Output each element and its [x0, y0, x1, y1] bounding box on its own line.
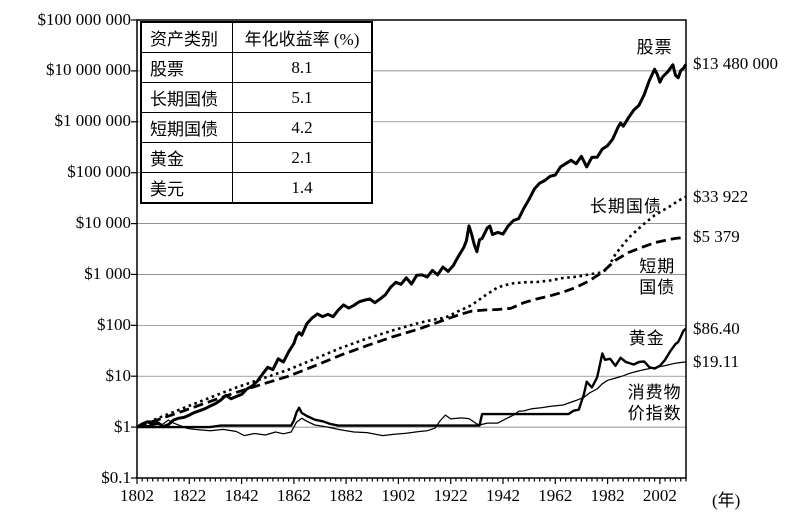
annualized-return-cell: 8.1 [232, 52, 373, 83]
x-tick-label: 1862 [276, 486, 311, 505]
y-tick-label: $100 [97, 314, 131, 334]
y-tick-label: $100 000 [67, 162, 131, 182]
x-tick-label: 1842 [224, 486, 259, 505]
asset-class-cell: 美元 [140, 172, 233, 204]
series-name-label-bills: 短期 [639, 257, 676, 277]
annualized-return-cell: 4.2 [232, 112, 373, 143]
asset-class-cell: 股票 [140, 52, 233, 83]
series-end-label-gold: $86.40 [693, 318, 740, 338]
x-tick-label: 1942 [486, 486, 520, 505]
x-tick-label: 2002 [642, 486, 677, 505]
y-tick-label: $10 000 [75, 213, 131, 233]
series-end-label-bonds: $33 922 [693, 186, 749, 206]
header-asset-class: 资产类别 [140, 21, 233, 53]
y-tick-label: $10 [105, 365, 132, 385]
x-tick-label: 1982 [590, 486, 625, 505]
table-row: 黄金 2.1 [140, 142, 373, 173]
table-row: 股票 8.1 [140, 52, 373, 83]
header-annualized-return: 年化收益率 (%) [232, 21, 373, 53]
asset-class-cell: 长期国债 [140, 82, 233, 113]
table-row: 短期国债 4.2 [140, 112, 373, 143]
asset-class-cell: 黄金 [140, 142, 233, 173]
series-name-label-cpi: 消费物 [627, 383, 682, 403]
asset-return-table: 资产类别 年化收益率 (%) 股票 8.1 长期国债 5.1 短期国债 4.2 黄金 2.1 美… [140, 21, 373, 204]
x-tick-label: 1882 [329, 486, 364, 505]
asset-class-cell: 短期国债 [140, 112, 233, 143]
cpi-line [136, 361, 687, 437]
x-tick-label: 1902 [381, 486, 416, 505]
gold-line [137, 327, 687, 429]
series-end-label-cpi: $19.11 [693, 351, 740, 371]
x-tick-label: 1922 [433, 486, 468, 505]
bills-line [136, 235, 687, 429]
table-row: 美元 1.4 [140, 172, 373, 204]
x-axis-unit-label: (年) [712, 491, 741, 510]
y-tick-label: $1 000 [84, 263, 131, 283]
annualized-return-cell: 1.4 [232, 172, 373, 204]
y-tick-label: $1 000 000 [54, 111, 132, 131]
series-name-label-cpi: 价指数 [627, 404, 682, 424]
annualized-return-cell: 2.1 [232, 142, 373, 173]
series-name-label-stocks: 股票 [636, 37, 673, 57]
series-name-label-gold: 黄金 [628, 329, 665, 349]
series-name-label-bonds: 长期国债 [589, 196, 662, 216]
stocks-line [136, 63, 688, 429]
x-tick-label: 1802 [120, 486, 154, 505]
table-header-row: 资产类别 年化收益率 (%) [140, 21, 373, 53]
series-end-label-stocks: $13 480 000 [693, 54, 778, 74]
series-name-label-bills: 国债 [639, 278, 676, 298]
annualized-return-cell: 5.1 [232, 82, 373, 113]
table-row: 长期国债 5.1 [140, 82, 373, 113]
x-tick-label: 1822 [172, 486, 207, 505]
y-tick-label: $10 000 000 [46, 60, 131, 80]
y-tick-label: $0.1 [101, 467, 131, 487]
x-tick-label: 1962 [538, 486, 573, 505]
plot-border [136, 19, 687, 479]
y-tick-label: $1 [114, 416, 131, 436]
y-tick-label: $100 000 000 [37, 9, 132, 29]
series-end-label-bills: $5 379 [693, 227, 740, 247]
